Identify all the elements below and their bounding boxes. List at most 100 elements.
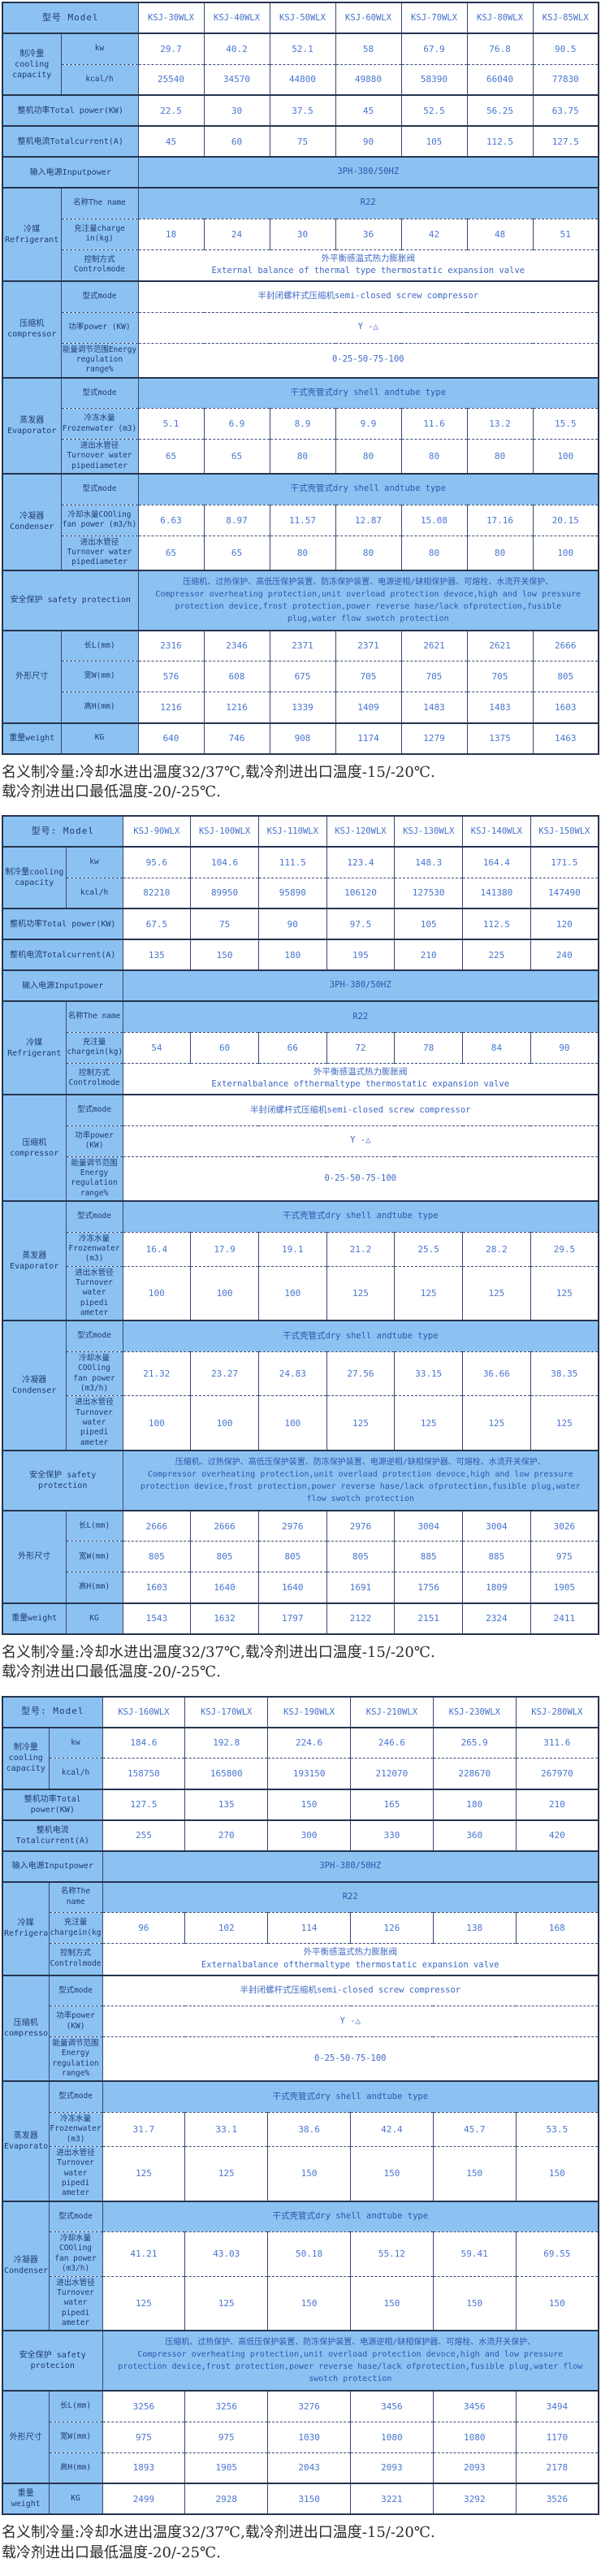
note-line-1: 名义制冷量:冷却水进出温度32/37℃,载冷剂进出口温度-15/-20℃. — [2, 763, 435, 781]
row-label: 冷冻水量 Frozenwater (m3) — [48, 2111, 103, 2147]
row-group-label: 外形尺寸 — [2, 629, 62, 724]
value-cell: 127.5 — [102, 1788, 186, 1820]
value-cell: 2976 — [257, 1509, 327, 1542]
value-cell: 705 — [335, 661, 402, 693]
row-label: 整机功率Total power(KW) — [2, 94, 139, 127]
merged-value-cell: 干式壳管式dry shell andtube type — [122, 1320, 599, 1352]
value-cell: 24.83 — [257, 1351, 327, 1397]
value-cell: 1632 — [190, 1602, 259, 1635]
value-cell: 150 — [267, 1788, 351, 1820]
value-cell: 69.55 — [515, 2231, 599, 2277]
merged-value-cell: 干式壳管式dry shell andtube type — [102, 2080, 599, 2113]
value-cell: 37.5 — [269, 94, 336, 127]
value-cell: 80 — [466, 535, 534, 571]
value-cell: 125 — [530, 1265, 599, 1321]
row-label: KG — [65, 1602, 123, 1635]
row-label: KG — [60, 722, 139, 755]
row-label: 宽W(mm) — [65, 1541, 123, 1573]
value-cell: 1170 — [515, 2421, 599, 2453]
model-header-label: 型号: Model — [2, 1695, 103, 1728]
value-cell: 125 — [530, 1395, 599, 1451]
row-group-label: 冷媒 Refrigerant — [2, 1880, 50, 1975]
value-cell: 2371 — [269, 629, 336, 662]
row-label: 功率power (KW) — [65, 1125, 123, 1157]
value-cell: 3494 — [515, 2390, 599, 2422]
value-cell: 78 — [394, 1031, 464, 1064]
value-cell: 135 — [184, 1788, 269, 1820]
value-cell: 82210 — [122, 877, 192, 909]
model-name: KSJ-150WLX — [530, 815, 599, 848]
value-cell: 95.6 — [122, 846, 192, 878]
value-cell: 165800 — [184, 1758, 269, 1789]
value-cell: 80 — [335, 535, 402, 571]
value-cell: 6.9 — [203, 408, 270, 440]
value-cell: 608 — [203, 661, 270, 693]
value-cell: 15.08 — [400, 504, 468, 536]
value-cell: 65 — [137, 535, 205, 571]
row-label: kw — [48, 1726, 103, 1759]
value-cell: 2621 — [400, 629, 468, 662]
value-cell: 2346 — [203, 629, 270, 662]
row-label: 控制方式 Controlmode — [48, 1943, 103, 1975]
value-cell: 80 — [269, 439, 336, 475]
value-cell: 105 — [394, 908, 464, 940]
model-name: KSJ-70WLX — [400, 2, 468, 34]
spec-section-3: 型号: Model KSJ-160WLX KSJ-170WLX KSJ-190WLX K… — [0, 1695, 601, 2563]
merged-value-cell: 半封闭螺杆式压缩机semi-closed screw compressor — [122, 1094, 599, 1126]
value-cell: 1603 — [122, 1572, 192, 1604]
nominal-cooling-note-2: 名义制冷量:冷却水进出温度32/37℃,载冷剂进出口温度-15/-20℃. 载冷剂… — [2, 1643, 599, 1683]
row-label: 宽W(mm) — [48, 2421, 103, 2453]
value-cell: 1279 — [400, 722, 468, 755]
value-cell: 2411 — [530, 1602, 599, 1635]
value-cell: 2122 — [326, 1602, 396, 1635]
value-cell: 125 — [326, 1395, 396, 1451]
value-cell: 195 — [326, 939, 396, 971]
value-cell: 3456 — [350, 2390, 434, 2422]
row-label: 控制方式Controlmode — [65, 1062, 123, 1095]
value-cell: 90 — [530, 1031, 599, 1064]
row-group-label: 制冷量cooling capacity — [2, 846, 67, 909]
value-cell: 2666 — [122, 1509, 192, 1542]
value-cell: 1483 — [466, 692, 534, 724]
value-cell: 95890 — [257, 877, 327, 909]
value-cell: 3026 — [530, 1509, 599, 1542]
value-cell: 805 — [326, 1541, 396, 1573]
value-cell: 3276 — [267, 2390, 351, 2422]
value-cell: 1905 — [184, 2452, 269, 2484]
value-cell: 21.2 — [326, 1231, 396, 1267]
row-label: 高H(mm) — [65, 1572, 123, 1604]
value-cell: 1893 — [102, 2452, 186, 2484]
row-label: 进出水管径Turnover water pipediameter — [60, 439, 139, 475]
row-label: 整机电流Totalcurrent(A) — [2, 125, 139, 158]
value-cell: 96 — [102, 1912, 186, 1944]
value-cell: 168 — [515, 1912, 599, 1944]
row-label: 能量调节范围Energy regulation range% — [60, 342, 139, 379]
value-cell: 1375 — [466, 722, 534, 755]
row-group-label: 蒸发器 Evaporator — [2, 1200, 67, 1321]
row-label: 整机功率Total power(KW) — [2, 1788, 103, 1820]
value-cell: 420 — [515, 1819, 599, 1851]
value-cell: 100 — [532, 535, 599, 571]
value-cell: 34570 — [203, 63, 270, 96]
row-label: 整机功率Total power(KW) — [2, 908, 123, 940]
model-name: KSJ-50WLX — [269, 2, 336, 34]
value-cell: 125 — [326, 1265, 396, 1321]
value-cell: 33.15 — [394, 1351, 464, 1397]
value-cell: 25.5 — [394, 1231, 464, 1267]
row-label: 冷冻水量 Frozenwater (m3) — [65, 1231, 123, 1267]
row-label: 功率power (KW) — [60, 311, 139, 344]
value-cell: 90.5 — [532, 33, 599, 65]
value-cell: 975 — [184, 2421, 269, 2453]
value-cell: 6.63 — [137, 504, 205, 536]
merged-value-cell: 压缩机、过热保护、高低压保护装置、防冻保护装置、电源逆相/缺相保护器、可熔栓、水… — [137, 569, 599, 631]
value-cell: 19.1 — [257, 1231, 327, 1267]
model-header-label: 型号 Model — [2, 2, 139, 34]
value-cell: 55.12 — [350, 2231, 434, 2277]
merged-value-cell: 0-25-50-75-100 — [102, 2036, 599, 2082]
value-cell: 267970 — [515, 1758, 599, 1789]
row-label: 充注量charge in(kg) — [60, 218, 139, 250]
value-cell: 255 — [102, 1819, 186, 1851]
value-cell: 1809 — [462, 1572, 531, 1604]
value-cell: 97.5 — [326, 908, 396, 940]
